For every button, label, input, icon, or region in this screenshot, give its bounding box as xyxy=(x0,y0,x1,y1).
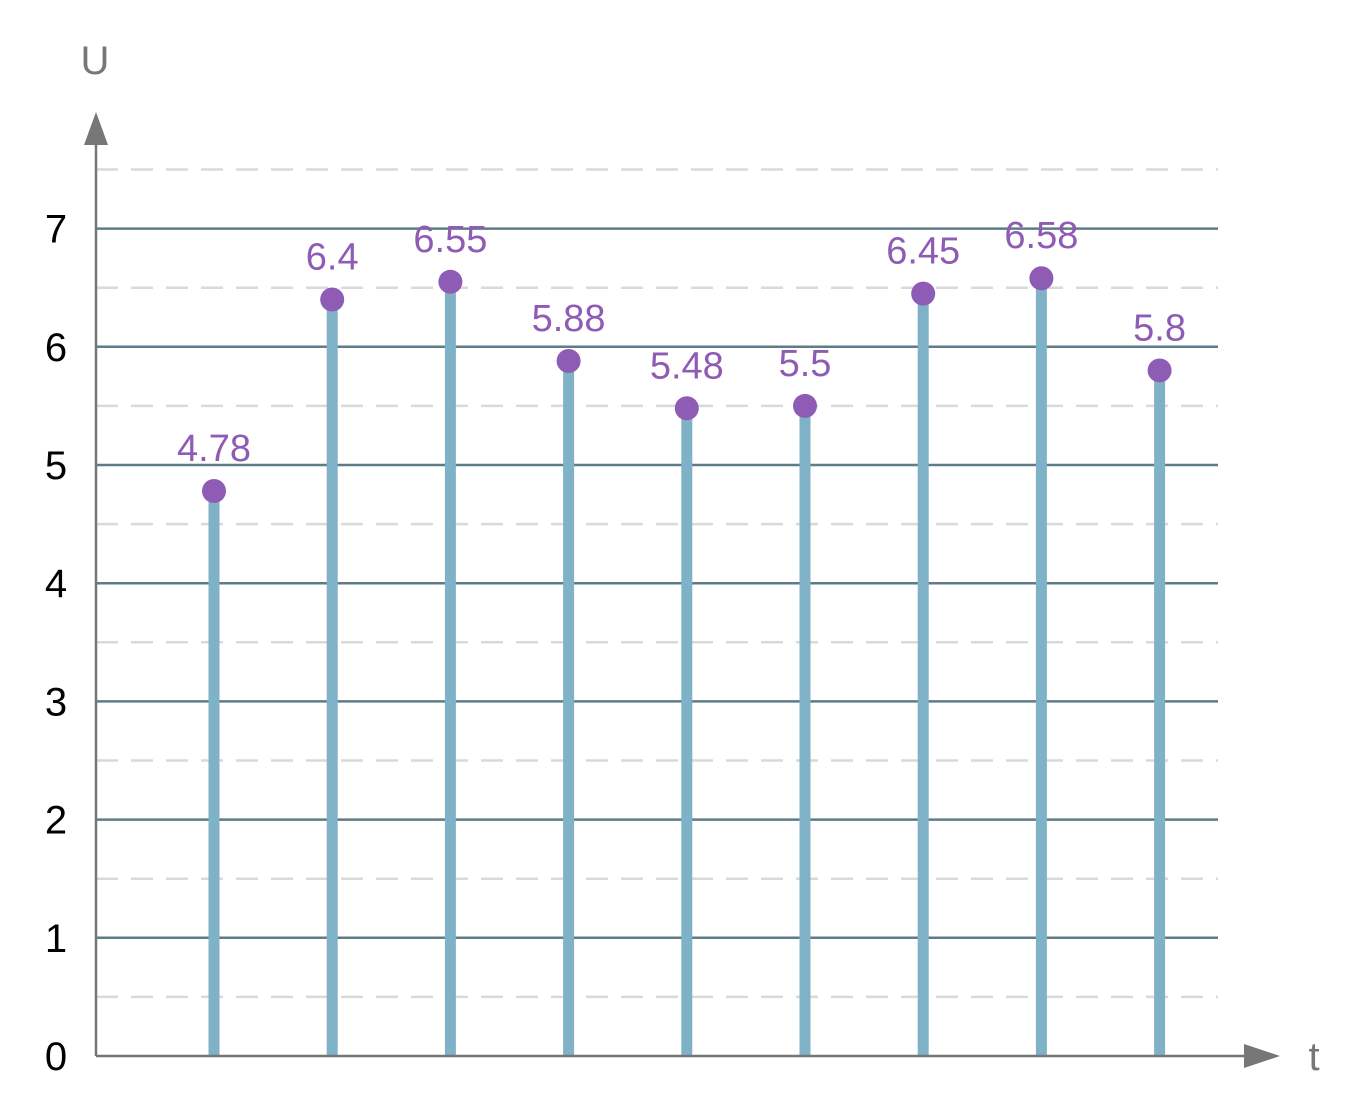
minor-grid xyxy=(96,168,1218,999)
stems xyxy=(208,278,1166,1056)
data-label: 5.48 xyxy=(650,345,724,387)
data-label: 6.58 xyxy=(1004,215,1078,257)
data-point-marker xyxy=(674,396,699,421)
y-axis-arrow-icon xyxy=(84,112,108,145)
data-point-marker xyxy=(793,393,817,418)
data-label: 4.78 xyxy=(177,428,251,470)
markers xyxy=(202,266,1172,504)
data-label: 5.8 xyxy=(1133,307,1186,349)
data-point-marker xyxy=(438,269,463,294)
y-tick-label: 4 xyxy=(45,562,67,606)
y-tick-label: 6 xyxy=(45,326,67,370)
data-label: 6.4 xyxy=(306,237,359,279)
x-axis-arrow-icon xyxy=(1244,1044,1280,1068)
x-axis-title: t xyxy=(1308,1035,1319,1079)
y-tick-label: 1 xyxy=(45,917,67,961)
data-point-marker xyxy=(1029,266,1054,291)
y-tick-label: 2 xyxy=(45,799,67,843)
y-tick-label: 7 xyxy=(45,208,67,252)
y-tick-label: 0 xyxy=(45,1035,67,1079)
data-label: 6.45 xyxy=(886,231,960,273)
y-tick-label: 5 xyxy=(45,444,67,488)
data-point-marker xyxy=(911,281,936,306)
axes: U t xyxy=(81,39,1320,1079)
data-labels: 4.78 6.4 6.55 5.88 5.48 5.5 6.45 6.58 5.8 xyxy=(177,215,1186,470)
y-tick-label: 3 xyxy=(45,680,67,724)
data-label: 5.5 xyxy=(779,343,832,385)
y-tick-labels: 0 1 2 3 4 5 6 7 xyxy=(45,208,67,1079)
data-point-marker xyxy=(1147,358,1172,383)
data-point-marker xyxy=(556,348,581,373)
data-point-marker xyxy=(202,479,226,504)
data-label: 6.55 xyxy=(413,219,487,261)
data-point-marker xyxy=(320,287,345,312)
data-label: 5.88 xyxy=(532,298,606,340)
major-grid xyxy=(96,227,1218,940)
y-axis-title: U xyxy=(81,39,110,83)
